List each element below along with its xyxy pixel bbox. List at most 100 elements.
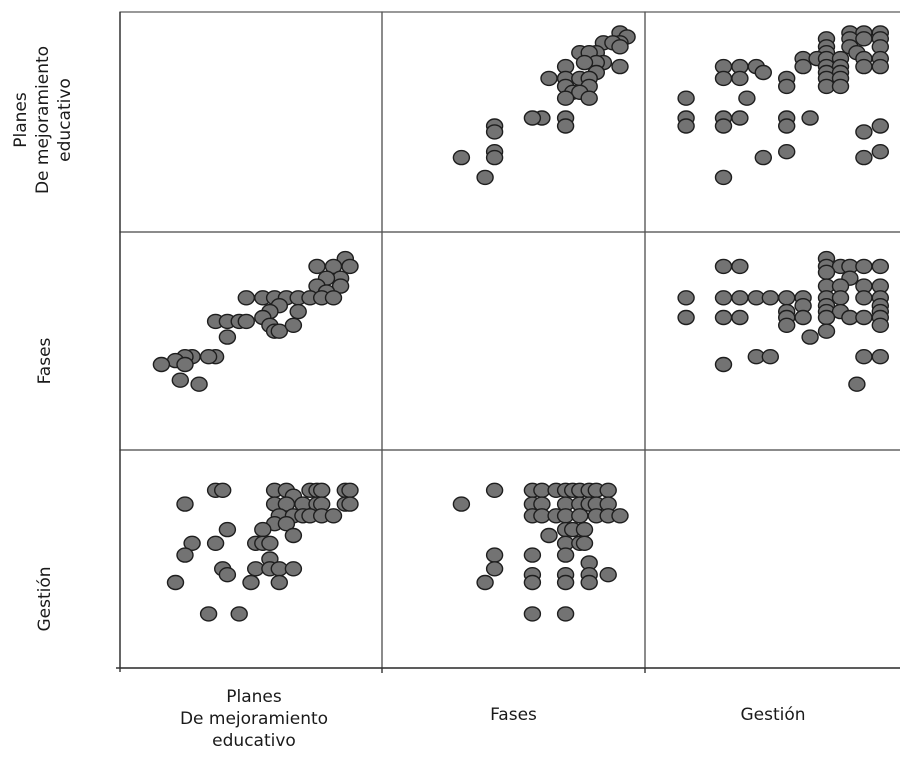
- scatter-point: [314, 483, 330, 497]
- scatter-point: [177, 548, 193, 562]
- y-label-line: Gestión: [35, 566, 55, 631]
- scatter-point: [326, 291, 342, 305]
- scatter-point: [872, 119, 888, 133]
- x-label-gestion: Gestión: [740, 705, 805, 725]
- scatter-point: [732, 111, 748, 125]
- x-label-line: Planes: [226, 687, 282, 707]
- scatter-point: [487, 125, 503, 139]
- scatter-point: [600, 483, 616, 497]
- scatter-point: [177, 497, 193, 511]
- scatter-point: [779, 291, 795, 305]
- scatter-point: [755, 151, 771, 165]
- scatter-point: [716, 71, 732, 85]
- scatter-point: [678, 91, 694, 105]
- panel-1-1: [382, 232, 645, 450]
- scatter-point: [219, 523, 235, 537]
- scatter-point: [732, 311, 748, 325]
- scatter-point: [849, 377, 865, 391]
- scatter-point: [168, 576, 184, 590]
- scatter-point: [255, 523, 271, 537]
- x-label-planes: Planes De mejoramiento educativo: [180, 687, 328, 751]
- scatter-point: [779, 119, 795, 133]
- x-label-line: Fases: [490, 705, 537, 725]
- scatter-point: [612, 40, 628, 54]
- scatter-point: [795, 60, 811, 74]
- scatter-point: [342, 497, 358, 511]
- scatter-point: [524, 576, 540, 590]
- scatter-point: [201, 607, 217, 621]
- scatter-point: [271, 576, 287, 590]
- scatter-point: [612, 60, 628, 74]
- y-label-fases: Fases: [35, 337, 55, 384]
- scatter-point: [558, 576, 574, 590]
- scatter-point: [856, 125, 872, 139]
- scatter-points: [153, 26, 888, 621]
- scatter-point: [856, 151, 872, 165]
- scatter-point: [716, 291, 732, 305]
- scatter-point: [819, 311, 835, 325]
- scatter-point: [716, 259, 732, 273]
- scatter-point: [541, 529, 557, 543]
- scatter-point: [581, 576, 597, 590]
- scatter-point: [153, 358, 169, 372]
- scatter-point: [716, 311, 732, 325]
- scatter-point: [739, 91, 755, 105]
- scatter-point: [802, 111, 818, 125]
- scatter-point: [558, 607, 574, 621]
- scatter-point: [678, 291, 694, 305]
- scatter-point: [732, 71, 748, 85]
- panel-2-2: [645, 450, 900, 668]
- scatter-point: [558, 119, 574, 133]
- scatter-point: [262, 536, 278, 550]
- scatter-point: [819, 324, 835, 338]
- panel-2-0: [120, 450, 382, 668]
- y-label-line: Planes: [11, 92, 31, 148]
- panel-0-0: [120, 12, 382, 232]
- scatter-point: [856, 350, 872, 364]
- scatter-point: [487, 483, 503, 497]
- scatter-point: [453, 151, 469, 165]
- scatter-point: [326, 509, 342, 523]
- scatter-point: [779, 145, 795, 159]
- scatter-point: [487, 562, 503, 576]
- scatter-point: [577, 523, 593, 537]
- scatter-point: [219, 568, 235, 582]
- scatter-point: [762, 291, 778, 305]
- scatter-point: [231, 607, 247, 621]
- scatter-point: [872, 60, 888, 74]
- scatter-point: [872, 318, 888, 332]
- scatter-point: [872, 145, 888, 159]
- scatter-point: [524, 548, 540, 562]
- scatter-point: [558, 548, 574, 562]
- scatter-point: [856, 291, 872, 305]
- scatter-point: [572, 509, 588, 523]
- scatter-point: [201, 350, 217, 364]
- scatter-point: [833, 79, 849, 93]
- scatter-point: [191, 377, 207, 391]
- scatter-point: [678, 311, 694, 325]
- scatter-point: [541, 71, 557, 85]
- scatter-point: [238, 291, 254, 305]
- scatter-point: [487, 151, 503, 165]
- scatter-point: [219, 330, 235, 344]
- scatter-point: [453, 497, 469, 511]
- scatter-point: [285, 318, 301, 332]
- scatter-point: [856, 60, 872, 74]
- scatter-point: [779, 79, 795, 93]
- scatter-point: [172, 373, 188, 387]
- scatter-point: [732, 291, 748, 305]
- panel-2-1: [382, 450, 645, 668]
- x-label-line: De mejoramiento: [180, 709, 328, 729]
- y-label-planes: Planes De mejoramiento educativo: [11, 46, 75, 194]
- scatter-point: [716, 170, 732, 184]
- y-label-line: De mejoramiento: [33, 46, 53, 194]
- scatter-point: [208, 536, 224, 550]
- x-label-line: educativo: [212, 731, 296, 751]
- scatter-point: [581, 91, 597, 105]
- scatter-point: [872, 259, 888, 273]
- scatter-point: [833, 291, 849, 305]
- scatter-point: [487, 548, 503, 562]
- scatter-point: [856, 259, 872, 273]
